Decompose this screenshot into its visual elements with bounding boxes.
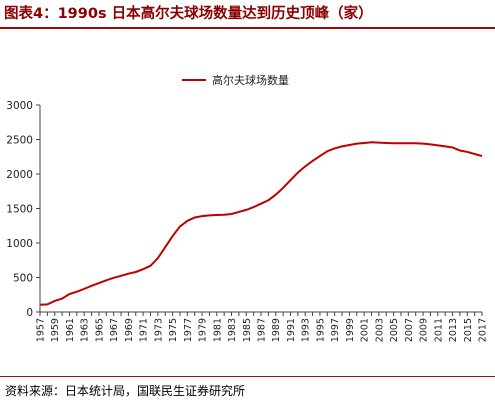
x-tick-label: 2003	[374, 318, 385, 342]
x-tick-label: 1967	[109, 318, 120, 342]
x-tick-label: 1995	[315, 318, 326, 342]
y-tick-label: 2500	[6, 135, 33, 147]
legend-label: 高尔夫球场数量	[212, 73, 289, 87]
x-tick-label: 1957	[36, 318, 47, 342]
x-tick-label: 1965	[94, 318, 105, 342]
x-tick-label: 1959	[50, 318, 61, 342]
y-tick-label: 0	[26, 307, 33, 319]
y-tick-label: 3000	[6, 100, 33, 112]
x-tick-label: 1991	[286, 318, 297, 342]
x-tick-label: 2009	[419, 318, 430, 342]
source-divider	[0, 376, 495, 377]
x-tick-label: 2013	[448, 318, 459, 342]
x-tick-label: 1993	[301, 318, 312, 342]
title-divider	[0, 27, 495, 29]
tick-labels: 0 500 1000 1500 2000 2500 3000 1957 1959 1961 1963…	[6, 100, 488, 342]
x-tick-label: 2011	[433, 318, 444, 342]
x-tick-label: 2007	[404, 318, 415, 342]
x-tick-label: 1977	[183, 318, 194, 342]
x-tick-label: 1987	[257, 318, 268, 342]
x-tick-label: 1981	[212, 318, 223, 342]
series-line	[39, 141, 483, 306]
y-tick-label: 500	[13, 273, 33, 285]
x-tick-label: 1999	[345, 318, 356, 342]
legend: 高尔夫球场数量	[182, 73, 289, 87]
source-note: 资料来源：日本统计局，国联民生证券研究所	[5, 384, 246, 398]
x-tick-label: 2001	[360, 318, 371, 342]
y-tick-label: 1000	[6, 238, 33, 250]
x-tick-label: 2005	[389, 318, 400, 342]
y-tick-label: 1500	[6, 204, 33, 216]
x-tick-label: 1961	[65, 318, 76, 342]
x-tick-label: 1983	[227, 318, 238, 342]
x-tick-label: 1969	[124, 318, 135, 342]
x-tick-label: 1971	[139, 318, 150, 342]
y-tick-label: 2000	[6, 169, 33, 181]
x-tick-label: 2017	[478, 318, 489, 342]
x-tick-label: 1997	[330, 318, 341, 342]
x-tick-label: 1963	[80, 318, 91, 342]
x-tick-label: 1989	[271, 318, 282, 342]
line-chart: 高尔夫球场数量 0 500 1000 1500 2000 2500 3000 1957 1959…	[6, 73, 488, 342]
x-tick-label: 1973	[153, 318, 164, 342]
axes	[36, 104, 483, 316]
x-tick-label: 1979	[198, 318, 209, 342]
x-tick-label: 2015	[463, 318, 474, 342]
figure-title: 图表4：1990s 日本高尔夫球场数量达到历史顶峰（家）	[4, 6, 373, 22]
x-tick-label: 1975	[168, 318, 179, 342]
x-tick-label: 1985	[242, 318, 253, 342]
